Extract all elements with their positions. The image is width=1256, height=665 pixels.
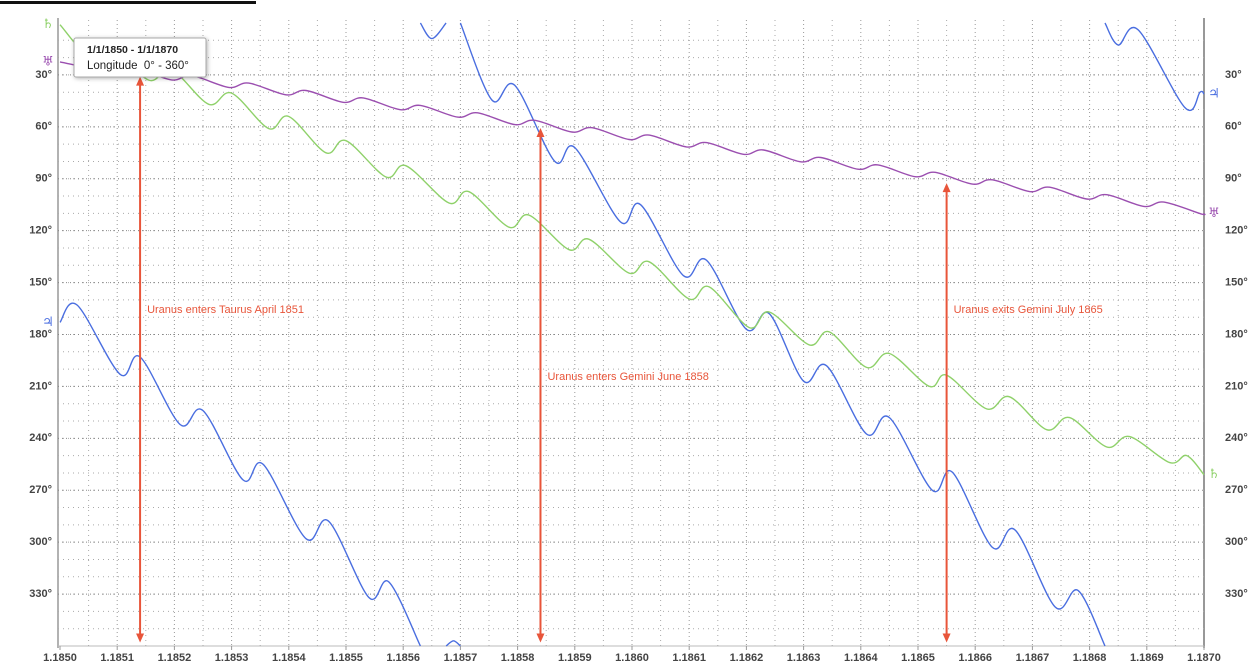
series-line (59, 24, 1205, 476)
series-symbol-end: ♄ (1208, 467, 1220, 482)
y-tick-label: 30° (35, 69, 52, 81)
chart-subtitle: Longitude 0° - 360° (87, 60, 189, 72)
x-tick-label: 1.1861 (672, 652, 706, 664)
y-tick-label-right: 120° (1225, 225, 1248, 237)
y-tick-label: 240° (29, 432, 52, 444)
x-tick-label: 1.1869 (1130, 652, 1164, 664)
x-tick-label: 1.1862 (730, 652, 764, 664)
arrow-head (536, 128, 545, 138)
x-tick-label: 1.1851 (100, 652, 134, 664)
y-tick-label-right: 240° (1225, 432, 1248, 444)
x-tick-label: 1.1860 (615, 652, 649, 664)
x-tick-label: 1.1859 (558, 652, 592, 664)
y-tick-label-right: 90° (1225, 173, 1242, 185)
grid (57, 18, 1205, 650)
x-tick-label: 1.1863 (787, 652, 821, 664)
y-tick-label: 60° (35, 121, 52, 133)
x-tick-label: 1.1864 (844, 652, 879, 664)
y-tick-label: 300° (29, 536, 52, 548)
arrow-head (536, 633, 545, 643)
y-tick-label: 180° (29, 328, 52, 340)
x-tick-label: 1.1857 (444, 652, 478, 664)
y-tick-label: 120° (29, 225, 52, 237)
chart-title: 1/1/1850 - 1/1/1870 (87, 44, 178, 56)
arrow-head (136, 633, 145, 643)
x-tick-label: 1.1866 (958, 652, 992, 664)
y-tick-label-right: 330° (1225, 588, 1248, 600)
y-tick-label-right: 150° (1225, 276, 1248, 288)
x-tick-label: 1.1858 (501, 652, 535, 664)
plot: Uranus enters Taurus April 1851 Uranus en… (59, 22, 1206, 647)
x-tick-label: 1.1855 (329, 652, 363, 664)
x-tick-label: 1.1854 (272, 652, 307, 664)
series-line (59, 22, 1205, 647)
series-line (59, 61, 1206, 216)
x-tick-label: 1.1853 (215, 652, 249, 664)
y-tick-label-right: 210° (1225, 380, 1248, 392)
x-tick-label: 1.1870 (1187, 652, 1221, 664)
series-symbol: ♅ (42, 54, 54, 69)
series-symbol-end: ♅ (1208, 206, 1220, 221)
annotation-label: Uranus enters Gemini June 1858 (547, 371, 708, 383)
annotation-label: Uranus exits Gemini July 1865 (954, 304, 1103, 316)
y-tick-label: 210° (29, 380, 52, 392)
x-tick-label: 1.1850 (43, 652, 77, 664)
x-tick-label: 1.1856 (386, 652, 420, 664)
y-tick-label: 90° (35, 173, 52, 185)
x-tick-label: 1.1868 (1073, 652, 1107, 664)
arrow-head (942, 183, 951, 193)
y-tick-label: 330° (29, 588, 52, 600)
y-tick-label-right: 180° (1225, 328, 1248, 340)
legend-frame (73, 37, 207, 78)
series-symbol: ♄ (42, 17, 54, 32)
series-symbol: ♃ (42, 315, 54, 330)
y-tick-label-right: 60° (1225, 121, 1242, 133)
x-tick-label: 1.1852 (158, 652, 192, 664)
top-rule (0, 1, 256, 4)
legend-box: 1/1/1850 - 1/1/1870 Longitude 0° - 360° (73, 37, 207, 78)
y-tick-label-right: 300° (1225, 536, 1248, 548)
annotation-label: Uranus enters Taurus April 1851 (147, 304, 304, 316)
y-tick-label-right: 270° (1225, 484, 1248, 496)
series-symbol-end: ♃ (1208, 86, 1220, 101)
x-tick-label: 1.1865 (901, 652, 935, 664)
arrow-head (942, 633, 951, 643)
y-tick-label: 150° (29, 276, 52, 288)
x-tick-label: 1.1867 (1016, 652, 1050, 664)
y-tick-label: 270° (29, 484, 52, 496)
arrow-head (136, 76, 145, 86)
y-tick-label-right: 30° (1225, 69, 1242, 81)
